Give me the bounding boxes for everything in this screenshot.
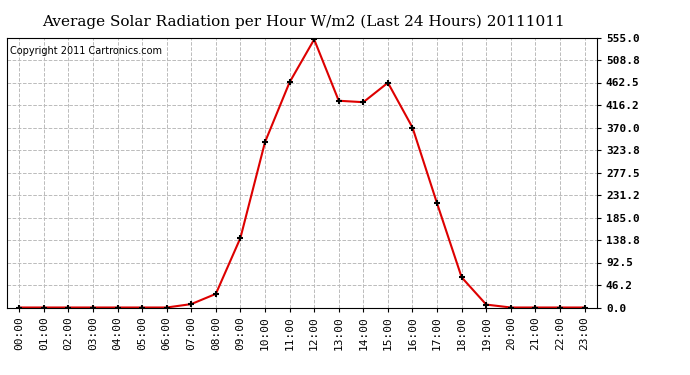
Text: Copyright 2011 Cartronics.com: Copyright 2011 Cartronics.com	[10, 46, 162, 56]
Text: Average Solar Radiation per Hour W/m2 (Last 24 Hours) 20111011: Average Solar Radiation per Hour W/m2 (L…	[42, 15, 565, 29]
